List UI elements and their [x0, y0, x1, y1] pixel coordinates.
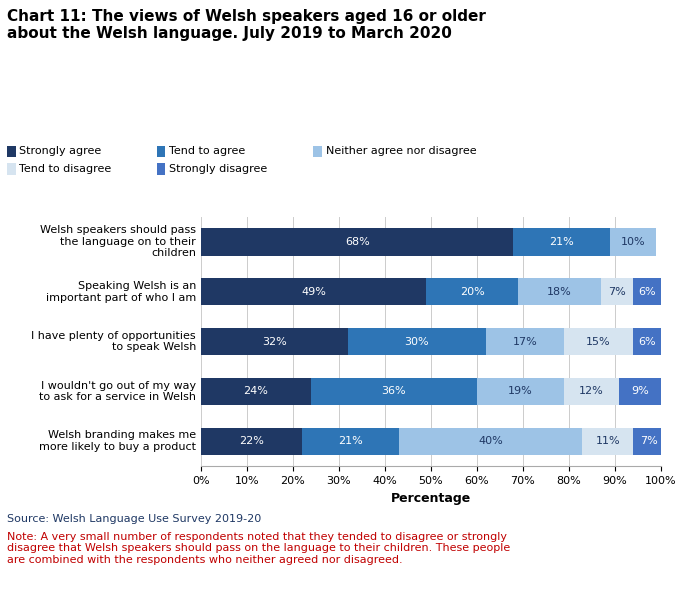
Text: 17%: 17% [513, 337, 537, 346]
Text: 22%: 22% [239, 436, 264, 446]
Bar [633, 278, 661, 305]
Bar [311, 378, 477, 405]
Text: 6%: 6% [638, 337, 656, 346]
Text: 9%: 9% [631, 386, 649, 396]
Bar [201, 428, 302, 455]
Text: 49%: 49% [301, 287, 326, 297]
Text: 12%: 12% [580, 386, 604, 396]
Bar [201, 328, 348, 355]
Bar [513, 228, 610, 255]
Text: 19%: 19% [508, 386, 533, 396]
Text: Tend to disagree: Tend to disagree [19, 165, 111, 174]
Text: 21%: 21% [338, 436, 363, 446]
Bar [582, 428, 633, 455]
Bar [348, 328, 486, 355]
Text: Neither agree nor disagree: Neither agree nor disagree [326, 147, 476, 156]
Bar [633, 328, 661, 355]
X-axis label: Percentage: Percentage [391, 492, 471, 504]
Bar [610, 228, 656, 255]
Text: 40%: 40% [478, 436, 503, 446]
Bar [601, 278, 633, 305]
Text: 30%: 30% [405, 337, 429, 346]
Text: 7%: 7% [640, 436, 658, 446]
Bar [302, 428, 398, 455]
Bar [619, 378, 661, 405]
Text: Note: A very small number of respondents noted that they tended to disagree or s: Note: A very small number of respondents… [7, 532, 510, 565]
Text: 18%: 18% [547, 287, 572, 297]
Bar [518, 278, 601, 305]
Bar [486, 328, 564, 355]
Text: 20%: 20% [460, 287, 484, 297]
Text: 6%: 6% [638, 287, 656, 297]
Bar [633, 428, 665, 455]
Text: 36%: 36% [381, 386, 407, 396]
Text: 32%: 32% [262, 337, 287, 346]
Bar [201, 278, 426, 305]
Text: 24%: 24% [244, 386, 268, 396]
Text: 7%: 7% [608, 287, 626, 297]
Text: Tend to agree: Tend to agree [169, 147, 245, 156]
Text: 21%: 21% [550, 237, 574, 247]
Bar [426, 278, 518, 305]
Bar [201, 228, 513, 255]
Bar [477, 378, 564, 405]
Text: Strongly agree: Strongly agree [19, 147, 101, 156]
Text: Source: Welsh Language Use Survey 2019-20: Source: Welsh Language Use Survey 2019-2… [7, 514, 261, 524]
Text: 15%: 15% [586, 337, 611, 346]
Bar [398, 428, 582, 455]
Text: Strongly disagree: Strongly disagree [169, 165, 267, 174]
Bar [564, 328, 633, 355]
Text: 11%: 11% [595, 436, 620, 446]
Text: Chart 11: The views of Welsh speakers aged 16 or older
about the Welsh language.: Chart 11: The views of Welsh speakers ag… [7, 9, 486, 42]
Text: 68%: 68% [345, 237, 370, 247]
Text: 10%: 10% [620, 237, 646, 247]
Bar [201, 378, 311, 405]
Bar [564, 378, 619, 405]
